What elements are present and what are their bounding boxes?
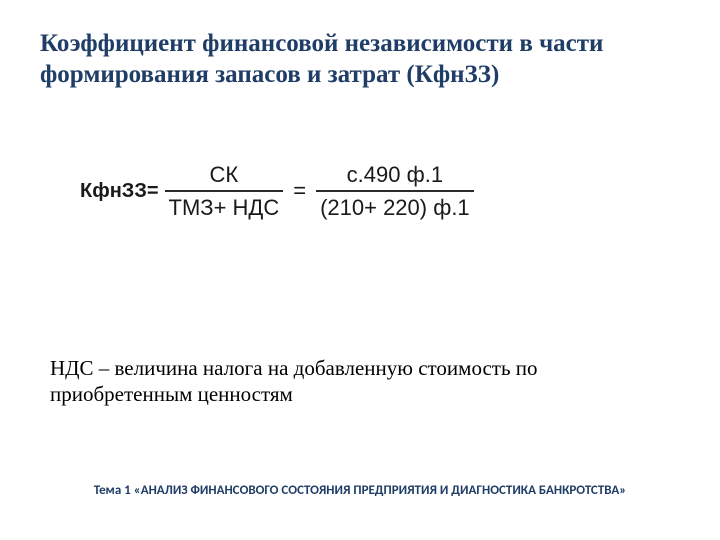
formula-equals: = bbox=[289, 178, 310, 204]
fraction-1-numerator: СК bbox=[206, 160, 243, 189]
formula-fraction-1: СК ТМЗ+ НДС bbox=[165, 160, 284, 223]
formula-fraction-2: с.490 ф.1 (210+ 220) ф.1 bbox=[316, 160, 474, 223]
slide-title: Коэффициент финансовой независимости в ч… bbox=[40, 28, 690, 91]
fraction-2-bar bbox=[316, 190, 474, 192]
description-text: НДС – величина налога на добавленную сто… bbox=[50, 355, 660, 408]
fraction-2-denominator: (210+ 220) ф.1 bbox=[316, 193, 474, 222]
fraction-1-denominator: ТМЗ+ НДС bbox=[165, 193, 284, 222]
footer-text: Тема 1 «АНАЛИЗ ФИНАНСОВОГО СОСТОЯНИЯ ПРЕ… bbox=[0, 483, 720, 498]
fraction-1-bar bbox=[165, 190, 284, 192]
fraction-2-numerator: с.490 ф.1 bbox=[343, 160, 447, 189]
formula-lhs: КфнЗЗ= bbox=[80, 180, 159, 203]
formula-block: КфнЗЗ= СК ТМЗ+ НДС = с.490 ф.1 (210+ 220… bbox=[80, 160, 474, 223]
slide: Коэффициент финансовой независимости в ч… bbox=[0, 0, 720, 540]
